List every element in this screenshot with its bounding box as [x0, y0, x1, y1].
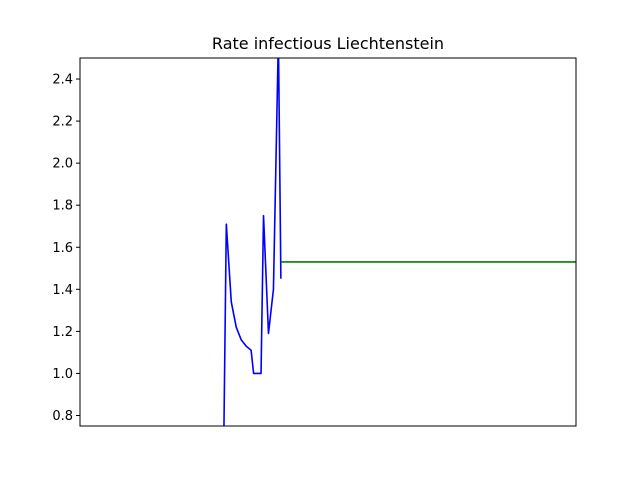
plot-frame: [79, 57, 577, 427]
y-tick-label: 1.0: [52, 367, 73, 382]
series-layer: [223, 58, 576, 426]
y-tick-label: 1.6: [52, 241, 73, 256]
y-tick-label: 0.8: [52, 409, 73, 424]
series-line-1: [223, 58, 282, 426]
y-tick-label: 2.0: [52, 157, 73, 172]
y-tick-label: 1.8: [52, 199, 73, 214]
y-axis: 0.8 1.0 1.2 1.4 1.6 1.8 2.0 2.2 2.4: [52, 73, 80, 424]
y-tick-label: 1.4: [52, 283, 73, 298]
y-tick-label: 1.2: [52, 325, 73, 340]
y-tick-label: 2.4: [52, 73, 73, 88]
y-tick-label: 2.2: [52, 115, 73, 130]
chart-title: Rate infectious Liechtenstein: [212, 34, 444, 53]
